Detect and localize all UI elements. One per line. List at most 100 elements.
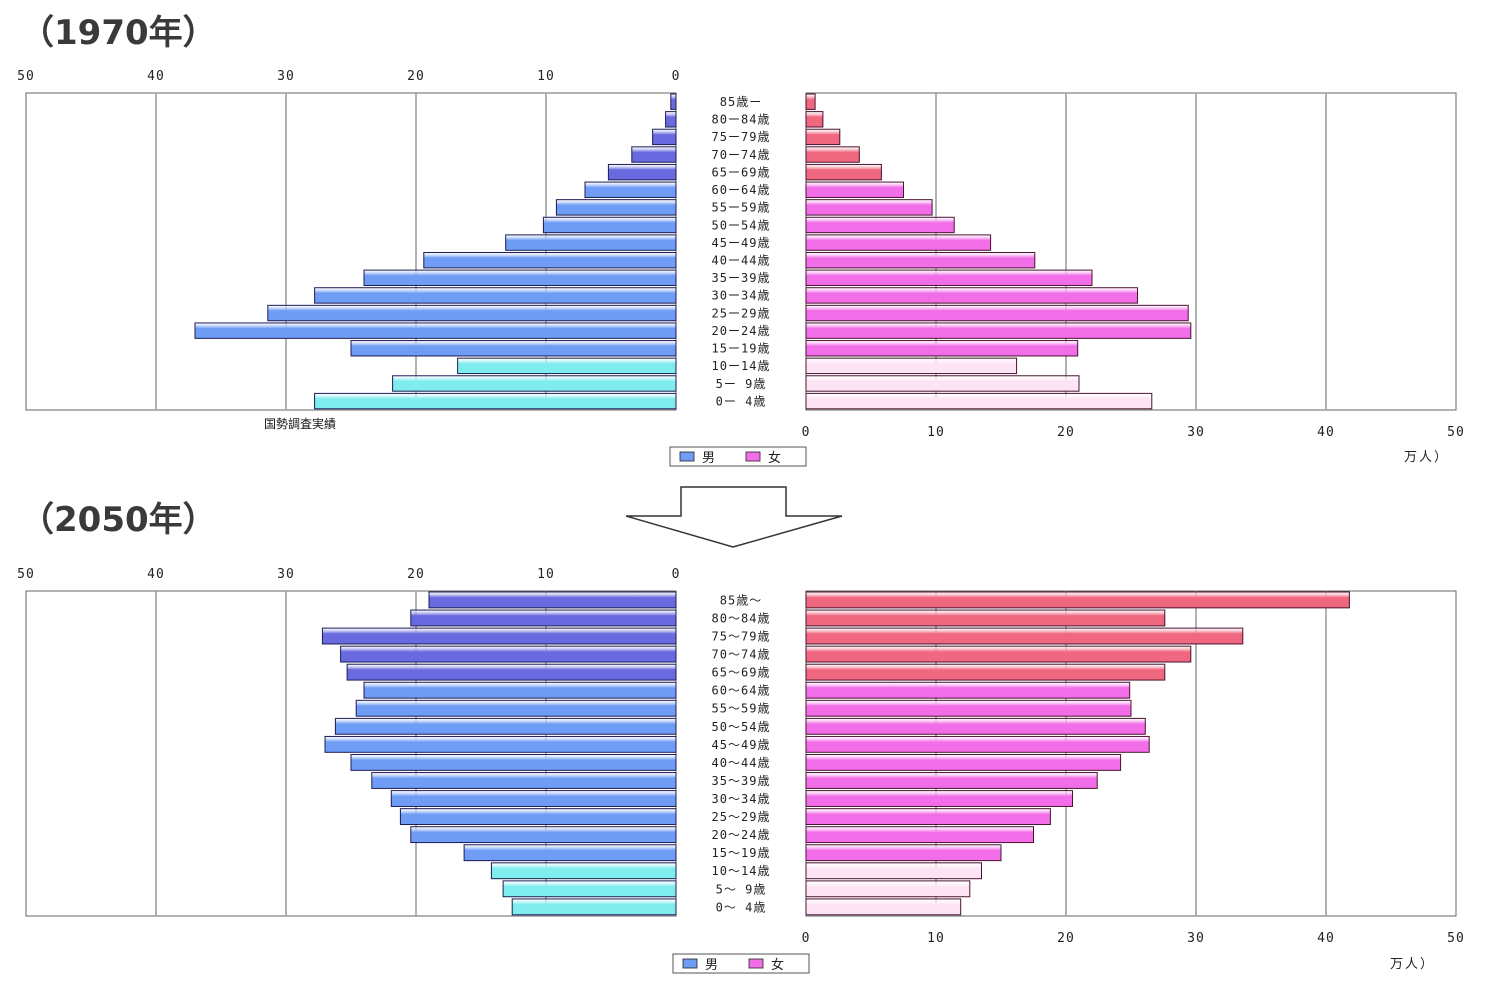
male-axis-tick-label: 40 (147, 69, 165, 84)
male-axis-tick-label: 0 (672, 567, 681, 582)
legend-swatch-female (748, 958, 764, 969)
pyramid-chart-2: （2050年） 0 0 10 10 20 20 30 30 40 40 50 50 85歳～ 80～84歳 7… (17, 500, 1464, 974)
age-group-label: 55～59歳 (712, 702, 771, 716)
age-group-label: 0ー 4歳 (716, 394, 767, 408)
age-group-label: 30ー34歳 (712, 289, 771, 303)
age-group-label: 35ー39歳 (712, 271, 771, 285)
age-group-label: 50～54歳 (712, 720, 771, 734)
male-bar (463, 844, 677, 862)
male-axis-tick-label: 20 (407, 567, 425, 582)
age-group-label: 15ー19歳 (712, 342, 771, 356)
female-axis-tick-label: 10 (927, 931, 945, 946)
male-bar (350, 340, 677, 357)
male-axis-tick-label: 10 (537, 567, 555, 582)
legend-box (669, 446, 807, 467)
age-group-label: 35～39歳 (712, 774, 771, 788)
male-bar (502, 880, 677, 898)
age-group-label: 40～44歳 (712, 756, 771, 770)
legend-label-female: 女 (768, 450, 781, 466)
legend-swatch-male (682, 958, 698, 969)
age-group-label: 80ー84歳 (712, 113, 771, 127)
female-bar (805, 591, 1350, 609)
legend-label-female: 女 (771, 957, 784, 973)
legend-label-male: 男 (705, 958, 718, 973)
female-axis-tick-label: 30 (1187, 931, 1205, 946)
age-group-label: 0～ 4歳 (716, 900, 767, 914)
female-bar (805, 862, 982, 880)
female-bar (805, 880, 971, 898)
male-bar (505, 234, 677, 251)
male-axis-tick-label: 50 (17, 69, 35, 84)
age-group-label: 80～84歳 (712, 611, 771, 625)
age-group-label: 20ー24歳 (712, 324, 771, 338)
female-bar (805, 627, 1244, 645)
male-axis-tick-label: 30 (277, 69, 295, 84)
male-bar (584, 181, 677, 198)
female-axis-tick-label: 0 (802, 425, 811, 440)
female-bar (805, 163, 882, 181)
female-bar (805, 808, 1051, 826)
age-group-label: 50ー54歳 (712, 218, 771, 232)
male-bar (542, 216, 677, 234)
female-bar (805, 93, 816, 110)
female-bar (805, 234, 992, 251)
male-axis-tick-label: 0 (672, 69, 681, 84)
male-bar (428, 591, 677, 609)
male-bar (652, 128, 677, 146)
male-bar (314, 287, 677, 304)
female-bar (805, 663, 1166, 681)
female-bar (805, 340, 1079, 357)
female-axis-tick-label: 0 (802, 931, 811, 946)
female-bar (805, 111, 824, 128)
age-group-label: 5ー 9歳 (716, 377, 767, 391)
down-arrow-icon (625, 486, 843, 548)
legend: 男女 (672, 953, 810, 974)
male-bar (410, 826, 677, 844)
male-axis-tick-label: 30 (277, 567, 295, 582)
male-axis-tick-label: 10 (537, 69, 555, 84)
male-axis-tick-label: 20 (407, 69, 425, 84)
male-bar (399, 808, 677, 826)
male-bar (631, 146, 677, 163)
age-group-label: 60ー64歳 (712, 183, 771, 197)
male-bar (410, 609, 677, 627)
age-group-label: 25ー29歳 (712, 306, 771, 320)
male-bar (321, 627, 677, 645)
male-bar (350, 754, 677, 771)
age-group-label: 15～19歳 (712, 846, 771, 860)
female-bar (805, 790, 1073, 807)
female-bar (805, 128, 841, 146)
age-group-label: 40ー44歳 (712, 254, 771, 268)
male-bar (371, 772, 677, 789)
female-bar (805, 844, 1002, 862)
legend-label-male: 男 (702, 451, 715, 466)
age-group-label: 20～24歳 (712, 828, 771, 842)
age-group-label: 75ー79歳 (712, 130, 771, 144)
age-group-label: 60～64歳 (712, 684, 771, 698)
age-group-label: 10ー14歳 (712, 359, 771, 373)
female-bar (805, 609, 1166, 627)
age-group-label: 10～14歳 (712, 864, 771, 878)
female-bar (805, 375, 1080, 392)
male-bar (355, 699, 677, 717)
source-note: 国勢調査実績 (264, 416, 336, 431)
female-bar (805, 146, 860, 163)
female-bar (805, 252, 1036, 269)
age-group-label: 75～79歳 (712, 629, 771, 643)
male-bar (363, 681, 677, 699)
female-bar (805, 898, 962, 916)
pyramid-chart-1: （1970年） 0 0 10 10 20 20 30 30 40 40 50 50 85歳ー 80ー84歳 7… (17, 13, 1464, 467)
female-bar (805, 216, 955, 234)
legend: 男女 (669, 446, 807, 467)
male-bar (390, 790, 677, 807)
male-bar (334, 717, 677, 735)
age-group-label: 5～ 9歳 (716, 882, 767, 896)
male-bar (607, 163, 677, 181)
male-bar (267, 304, 677, 322)
male-bar (670, 93, 677, 110)
female-bar (805, 754, 1122, 771)
female-axis-tick-label: 20 (1057, 931, 1075, 946)
female-bar (805, 645, 1192, 663)
female-plot-frame (805, 590, 1457, 917)
